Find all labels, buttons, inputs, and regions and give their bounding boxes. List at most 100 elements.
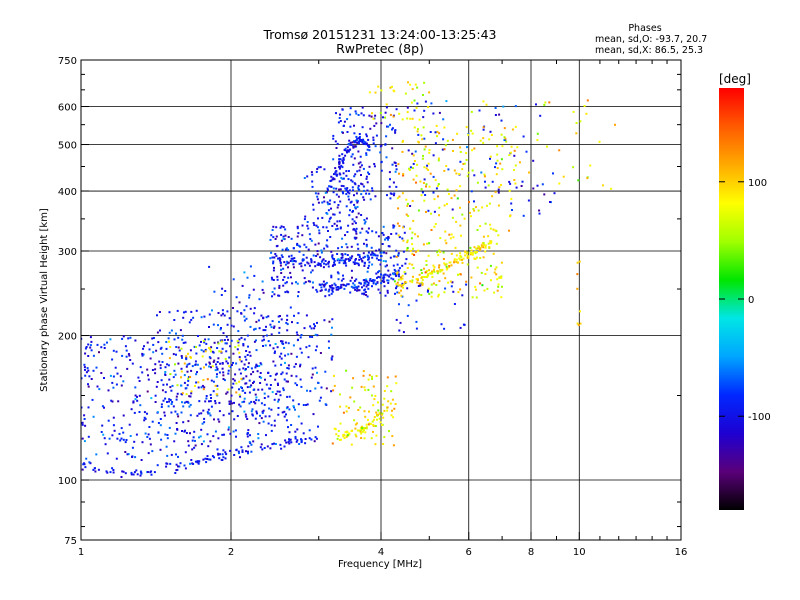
scatter-point-x <box>443 291 446 294</box>
scatter-point-o <box>215 375 218 378</box>
scatter-point-o <box>148 348 151 351</box>
scatter-point-o <box>324 403 327 406</box>
scatter-point-o <box>300 422 303 425</box>
scatter-point-o <box>267 340 270 343</box>
scatter-point-x <box>464 251 467 254</box>
scatter-point-o <box>339 227 342 230</box>
scatter-point-o <box>412 162 415 165</box>
scatter-point-o <box>252 370 255 373</box>
scatter-point-x <box>496 153 499 156</box>
scatter-point-o <box>283 276 286 279</box>
scatter-point-o <box>353 175 356 178</box>
scatter-point-o <box>316 253 319 256</box>
scatter-point-x <box>483 289 486 292</box>
scatter-point-o <box>306 261 309 264</box>
scatter-point-o <box>368 165 371 168</box>
scatter-point-o <box>242 389 245 392</box>
scatter-point-o <box>341 253 344 256</box>
scatter-point-o <box>390 233 393 235</box>
scatter-point-o <box>157 431 160 434</box>
scatter-point-o <box>227 372 230 375</box>
scatter-point-o <box>233 454 236 456</box>
scatter-point-o <box>288 431 291 434</box>
scatter-point-x <box>508 154 511 157</box>
scatter-point-o <box>344 260 346 263</box>
scatter-point-o <box>89 336 92 339</box>
scatter-point-o <box>187 444 190 447</box>
scatter-point-x <box>406 267 409 269</box>
scatter-point-o <box>351 218 354 221</box>
scatter-point-o <box>362 185 365 188</box>
scatter-point-x <box>479 246 482 249</box>
scatter-point-o <box>447 168 450 171</box>
scatter-point-o <box>280 272 283 274</box>
scatter-point-x <box>435 284 438 286</box>
scatter-point-x <box>368 91 371 94</box>
scatter-point-o <box>344 149 347 152</box>
scatter-point-o <box>411 152 414 155</box>
scatter-point-x <box>459 254 462 257</box>
scatter-point-o <box>274 364 277 367</box>
scatter-point-o <box>398 303 400 306</box>
scatter-point-x <box>398 195 401 198</box>
scatter-point-o <box>134 386 137 389</box>
scatter-point-o <box>210 405 213 408</box>
scatter-point-o <box>351 276 353 279</box>
scatter-point-x <box>364 431 367 434</box>
scatter-point-o <box>290 374 293 377</box>
scatter-point-o <box>238 338 241 341</box>
scatter-point-x <box>442 258 445 260</box>
scatter-point-o <box>294 435 297 438</box>
scatter-point-o <box>278 326 281 329</box>
scatter-point-o <box>217 324 219 327</box>
scatter-point-o <box>375 249 378 252</box>
scatter-point-o <box>113 429 116 432</box>
scatter-point-o <box>360 164 363 167</box>
scatter-point-o <box>302 253 305 256</box>
scatter-point-o <box>316 321 318 324</box>
scatter-point-o <box>239 395 242 398</box>
scatter-point-o <box>294 363 297 366</box>
scatter-point-o <box>314 387 317 390</box>
scatter-point-o <box>202 440 205 443</box>
scatter-point-o <box>299 347 302 350</box>
scatter-point-o <box>283 261 286 264</box>
scatter-point-x <box>447 193 450 195</box>
scatter-point-x <box>450 197 453 200</box>
scatter-point-x <box>362 370 365 373</box>
scatter-point-x <box>377 409 380 412</box>
scatter-point-o <box>338 117 341 119</box>
scatter-point-o <box>221 347 224 350</box>
scatter-point-o <box>367 251 370 254</box>
scatter-point-o <box>205 342 208 345</box>
colorbar-tick-label: -100 <box>748 412 771 423</box>
scatter-point-o <box>216 373 218 376</box>
scatter-point-o <box>295 355 298 358</box>
scatter-point-o <box>163 411 166 414</box>
scatter-point-o <box>369 278 372 280</box>
scatter-point-o <box>304 215 307 218</box>
scatter-point-o <box>312 222 315 224</box>
scatter-point-o <box>370 246 373 249</box>
scatter-point-o <box>323 168 326 171</box>
scatter-point-o <box>283 346 286 349</box>
scatter-point-o <box>365 280 368 283</box>
scatter-point-x <box>339 405 342 408</box>
scatter-point-o <box>356 201 359 204</box>
scatter-point-o <box>238 452 240 455</box>
scatter-point-o <box>354 173 357 176</box>
scatter-point-o <box>363 242 365 245</box>
scatter-point-o <box>189 349 192 352</box>
scatter-point-o <box>199 435 202 438</box>
scatter-point-o <box>366 181 369 184</box>
scatter-point-o <box>311 185 314 188</box>
scatter-point-o <box>226 391 229 394</box>
scatter-point-x <box>412 247 414 250</box>
scatter-point-o <box>237 330 240 333</box>
scatter-point-o <box>193 446 196 449</box>
scatter-point-o <box>285 281 288 284</box>
scatter-point-o <box>365 175 368 178</box>
scatter-point-o <box>146 341 149 344</box>
scatter-point-o <box>198 344 201 347</box>
scatter-point-o <box>357 184 360 187</box>
